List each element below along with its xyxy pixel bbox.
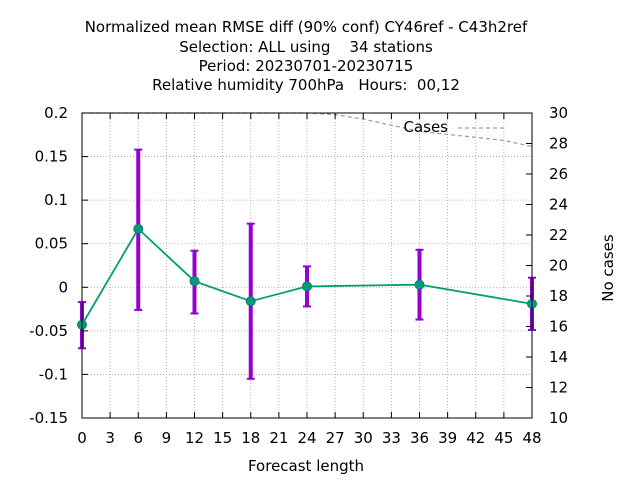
y-tick-label: 0	[58, 278, 68, 296]
y2-tick-label: 30	[549, 104, 568, 122]
x-tick-label: 36	[410, 429, 429, 447]
y2-tick-label: 28	[549, 135, 568, 153]
y-tick-label: -0.05	[29, 322, 68, 340]
y2-tick-label: 20	[549, 257, 568, 275]
x-axis-label: Forecast length	[248, 457, 364, 475]
y2-tick-label: 14	[549, 348, 568, 366]
x-tick-label: 12	[185, 429, 204, 447]
x-tick-label: 6	[133, 429, 143, 447]
title-line-3: Period: 20230701-20230715	[199, 57, 414, 75]
x-tick-label: 42	[466, 429, 485, 447]
y-tick-label: 0.05	[35, 235, 68, 253]
y2-tick-label: 26	[549, 165, 568, 183]
x-tick-label: 48	[522, 429, 541, 447]
legend-label-cases: Cases	[403, 118, 448, 136]
y-tick-label: -0.1	[39, 365, 68, 383]
y-tick-label: 0.15	[35, 148, 68, 166]
y-tick-label: 0.2	[44, 104, 68, 122]
title-line-1: Normalized mean RMSE diff (90% conf) CY4…	[85, 18, 528, 36]
cases-line	[82, 112, 533, 148]
x-tick-label: 18	[241, 429, 260, 447]
x-tick-label: 24	[297, 429, 316, 447]
x-tick-label: 3	[105, 429, 115, 447]
y2-tick-label: 22	[549, 226, 568, 244]
data-point	[189, 276, 200, 287]
title-line-2: Selection: ALL using 34 stations	[179, 38, 433, 56]
data-point	[245, 296, 256, 307]
x-tick-label: 21	[269, 429, 288, 447]
y2-tick-label: 16	[549, 318, 568, 336]
x-tick-label: 27	[326, 429, 345, 447]
cases-series	[82, 112, 533, 148]
x-tick-label: 39	[438, 429, 457, 447]
x-tick-label: 45	[494, 429, 513, 447]
title-line-4: Relative humidity 700hPa Hours: 00,12	[152, 76, 460, 94]
y-tick-label: 0.1	[44, 191, 68, 209]
axes: 0 3 6 9 12 15 18 21 24 27 30 33 36 39 42 45 480.20.150.1…	[29, 104, 568, 447]
x-tick-label: 15	[213, 429, 232, 447]
x-tick-label: 30	[354, 429, 373, 447]
chart-title: Normalized mean RMSE diff (90% conf) CY4…	[85, 18, 528, 94]
y-tick-label: -0.15	[29, 409, 68, 427]
y2-tick-label: 24	[549, 196, 568, 214]
grid	[82, 113, 532, 418]
y2-tick-label: 18	[549, 287, 568, 305]
x-tick-label: 33	[382, 429, 401, 447]
data-point	[302, 281, 312, 292]
x-tick-label: 0	[77, 429, 87, 447]
y2-tick-label: 12	[549, 379, 568, 397]
legend: Cases	[403, 118, 504, 136]
y2-tick-label: 10	[549, 409, 568, 427]
y2-axis-label: No cases	[599, 234, 617, 302]
x-tick-label: 9	[162, 429, 172, 447]
data-point	[133, 223, 144, 234]
data-point	[414, 279, 425, 290]
